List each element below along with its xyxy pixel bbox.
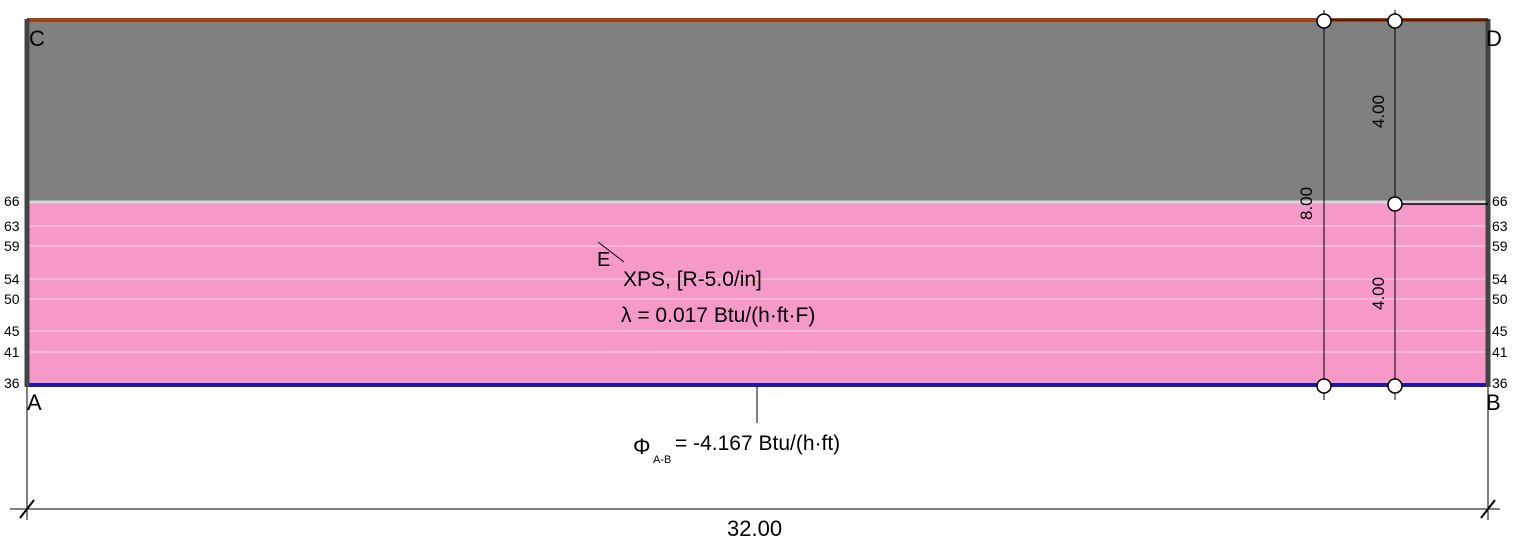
lower-height-label: 4.00 bbox=[1369, 277, 1388, 310]
isotherm-label-right-50: 50 bbox=[1492, 291, 1508, 307]
isotherm-label-right-36: 36 bbox=[1492, 375, 1508, 391]
height-dimensions: 8.00 4.00 4.00 bbox=[1297, 10, 1488, 400]
corner-label-a: A bbox=[27, 390, 42, 415]
heat-flow-annotation: Φ A-B = -4.167 Btu/(h·ft) bbox=[633, 387, 840, 466]
dimension-node-top-2 bbox=[1387, 13, 1403, 29]
width-dimension-label: 32.00 bbox=[727, 516, 782, 541]
heat-flow-subscript: A-B bbox=[653, 454, 671, 466]
isotherm-label-left-54: 54 bbox=[4, 271, 20, 287]
isotherm-label-right-59: 59 bbox=[1492, 238, 1508, 254]
dimension-node-top-1 bbox=[1316, 13, 1332, 29]
heat-flow-symbol: Φ bbox=[633, 434, 651, 459]
isotherm-label-left-63: 63 bbox=[4, 218, 20, 234]
dimension-node-bottom-2 bbox=[1387, 378, 1403, 394]
isotherm-label-right-66: 66 bbox=[1492, 193, 1508, 209]
upper-height-label: 4.00 bbox=[1369, 95, 1388, 128]
width-tick-left bbox=[19, 499, 35, 519]
total-height-label: 8.00 bbox=[1297, 187, 1316, 220]
isotherm-label-right-63: 63 bbox=[1492, 218, 1508, 234]
isotherm-labels-left: 66 63 59 54 50 45 41 36 bbox=[4, 193, 20, 391]
isotherm-lines bbox=[27, 225, 1488, 353]
isotherm-label-left-59: 59 bbox=[4, 238, 20, 254]
isotherm-label-right-41: 41 bbox=[1492, 344, 1508, 360]
corner-label-c: C bbox=[29, 26, 45, 51]
material-annotation: E XPS, [R-5.0/in] λ = 0.017 Btu/(h·ft·F) bbox=[597, 241, 815, 327]
width-tick-right bbox=[1480, 499, 1496, 519]
material-leader-line bbox=[597, 241, 625, 263]
isotherm-label-left-41: 41 bbox=[4, 344, 20, 360]
width-dimension: 32.00 bbox=[10, 387, 1500, 541]
isotherm-label-right-54: 54 bbox=[1492, 271, 1508, 287]
isotherm-label-left-36: 36 bbox=[4, 375, 20, 391]
material-marker-label: E bbox=[597, 249, 610, 271]
isotherm-label-left-45: 45 bbox=[4, 323, 20, 339]
material-name: XPS, [R-5.0/in] bbox=[623, 268, 762, 291]
dimension-node-mid bbox=[1387, 196, 1403, 212]
heat-flow-value: = -4.167 Btu/(h·ft) bbox=[675, 432, 840, 455]
material-conductivity: λ = 0.017 Btu/(h·ft·F) bbox=[621, 304, 815, 327]
isotherm-label-right-45: 45 bbox=[1492, 323, 1508, 339]
corner-label-b: B bbox=[1486, 390, 1501, 415]
corner-label-d: D bbox=[1486, 26, 1502, 51]
isotherm-labels-right: 66 63 59 54 50 45 41 36 bbox=[1492, 193, 1508, 391]
dimension-node-bottom-1 bbox=[1316, 378, 1332, 394]
isotherm-label-left-66: 66 bbox=[4, 193, 20, 209]
isotherm-label-left-50: 50 bbox=[4, 291, 20, 307]
upper-gray-layer bbox=[27, 21, 1488, 201]
xps-insulation-layer bbox=[27, 201, 1488, 385]
